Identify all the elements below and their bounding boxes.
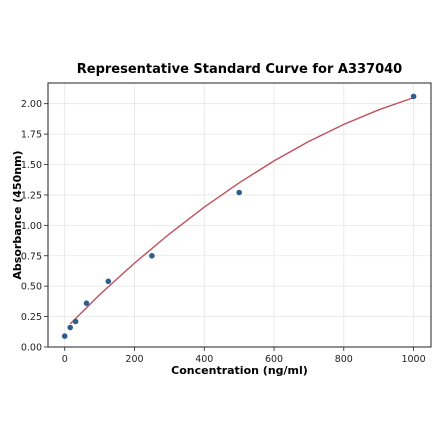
- data-point: [72, 318, 79, 325]
- fit-layer: [69, 96, 414, 325]
- y-tick-label: 1.00: [21, 221, 42, 232]
- x-tick-label: 600: [265, 354, 283, 365]
- data-point: [149, 253, 155, 259]
- plot-frame: [47, 82, 432, 348]
- data-point: [61, 333, 68, 339]
- data-point: [105, 278, 112, 285]
- chart-title: Representative Standard Curve for A33704…: [77, 62, 402, 77]
- points-layer: [61, 93, 417, 339]
- y-tick-label: 1.50: [21, 160, 42, 171]
- x-tick-label: 200: [125, 354, 143, 365]
- data-point: [410, 93, 417, 100]
- grid-layer: [48, 83, 431, 348]
- ticks-layer: 0 200 400 600 800 1000 0.00 0.25 0.50 0.75 1.00 1.2…: [21, 99, 426, 365]
- y-tick-label: 0.25: [21, 312, 42, 323]
- x-axis-label: Concentration (ng/ml): [171, 364, 308, 377]
- y-tick-label: 1.75: [21, 130, 42, 141]
- data-point: [236, 189, 242, 196]
- y-tick-label: 0.75: [21, 251, 42, 262]
- x-tick-label: 400: [195, 354, 213, 365]
- y-tick-label: 0.00: [21, 343, 42, 354]
- fit-curve-line: [69, 96, 414, 325]
- x-tick-label: 0: [62, 354, 68, 365]
- data-point: [83, 300, 90, 307]
- y-tick-label: 0.50: [21, 282, 42, 293]
- y-tick-label: 2.00: [21, 99, 42, 110]
- y-tick-label: 1.25: [21, 190, 42, 201]
- y-axis-label: Absorbance (450nm): [11, 150, 24, 279]
- x-tick-label: 800: [335, 354, 353, 365]
- x-tick-label: 1000: [401, 354, 425, 365]
- data-point: [67, 324, 73, 331]
